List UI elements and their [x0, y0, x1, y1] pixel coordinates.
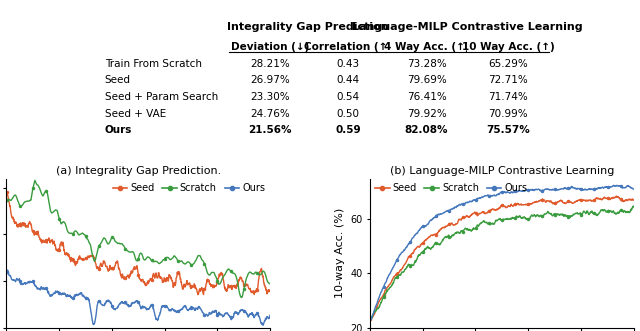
Y-axis label: 10-way Acc. (%): 10-way Acc. (%): [335, 208, 344, 298]
Text: Language-MILP Contrastive Learning: Language-MILP Contrastive Learning: [352, 22, 582, 32]
Legend: Seed, Scratch, Ours: Seed, Scratch, Ours: [375, 183, 527, 193]
Text: Integrality Gap Prediction: Integrality Gap Prediction: [227, 22, 388, 32]
Legend: Seed, Scratch, Ours: Seed, Scratch, Ours: [113, 183, 265, 193]
Title: (a) Integrality Gap Prediction.: (a) Integrality Gap Prediction.: [56, 166, 221, 176]
Title: (b) Language-MILP Contrastive Learning: (b) Language-MILP Contrastive Learning: [390, 166, 614, 176]
